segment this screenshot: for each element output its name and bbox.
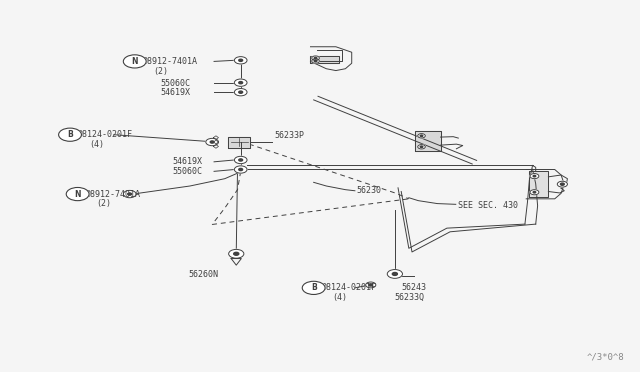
- Circle shape: [124, 190, 136, 198]
- Polygon shape: [415, 131, 440, 151]
- Polygon shape: [310, 56, 339, 63]
- Circle shape: [124, 55, 146, 68]
- Text: (2): (2): [97, 199, 111, 208]
- Polygon shape: [529, 171, 548, 197]
- Circle shape: [365, 282, 376, 288]
- Circle shape: [239, 169, 243, 171]
- Circle shape: [234, 79, 247, 86]
- Text: SEE SEC. 430: SEE SEC. 430: [458, 201, 518, 209]
- Circle shape: [234, 252, 239, 255]
- Circle shape: [234, 156, 247, 164]
- Circle shape: [392, 272, 397, 275]
- Circle shape: [369, 284, 372, 286]
- Circle shape: [312, 56, 319, 60]
- Circle shape: [314, 60, 317, 62]
- Text: 56260N: 56260N: [188, 270, 218, 279]
- Text: ^/3*0^8: ^/3*0^8: [587, 352, 625, 361]
- Circle shape: [561, 183, 564, 185]
- Text: 56230: 56230: [356, 186, 382, 195]
- Circle shape: [418, 134, 426, 138]
- Circle shape: [234, 57, 247, 64]
- Circle shape: [312, 59, 319, 63]
- Text: 55060C: 55060C: [160, 79, 190, 88]
- Circle shape: [239, 59, 243, 61]
- Text: (4): (4): [90, 140, 105, 149]
- Circle shape: [239, 159, 243, 161]
- Text: (2): (2): [153, 67, 168, 76]
- Circle shape: [533, 192, 536, 193]
- Circle shape: [239, 91, 243, 93]
- Circle shape: [206, 138, 218, 146]
- Circle shape: [234, 166, 247, 173]
- Circle shape: [533, 175, 536, 177]
- Text: 54619X: 54619X: [160, 89, 190, 97]
- Circle shape: [228, 249, 244, 258]
- Text: 08124-0201F: 08124-0201F: [77, 130, 132, 139]
- Circle shape: [530, 190, 539, 195]
- Polygon shape: [228, 137, 250, 148]
- Circle shape: [387, 270, 403, 278]
- Circle shape: [66, 187, 89, 201]
- Circle shape: [234, 89, 247, 96]
- Circle shape: [314, 57, 317, 59]
- Circle shape: [557, 181, 568, 187]
- Circle shape: [420, 146, 423, 148]
- Text: 08912-7401A: 08912-7401A: [85, 190, 140, 199]
- Text: 56243: 56243: [401, 283, 426, 292]
- Text: 54619X: 54619X: [173, 157, 203, 166]
- Text: 08124-0201F: 08124-0201F: [321, 283, 376, 292]
- Text: (4): (4): [333, 293, 348, 302]
- Text: 56233P: 56233P: [275, 131, 304, 140]
- Text: B: B: [311, 283, 317, 292]
- Circle shape: [530, 174, 539, 179]
- Text: 55060C: 55060C: [173, 167, 203, 176]
- Circle shape: [128, 193, 132, 195]
- Text: N: N: [131, 57, 138, 66]
- Circle shape: [418, 145, 426, 149]
- Circle shape: [59, 128, 81, 141]
- Circle shape: [239, 81, 243, 84]
- Circle shape: [420, 135, 423, 137]
- Text: 56233Q: 56233Q: [395, 293, 425, 302]
- Text: B: B: [67, 130, 73, 139]
- Circle shape: [211, 141, 214, 143]
- Circle shape: [302, 281, 325, 295]
- Text: N: N: [74, 190, 81, 199]
- Text: 08912-7401A: 08912-7401A: [142, 57, 197, 66]
